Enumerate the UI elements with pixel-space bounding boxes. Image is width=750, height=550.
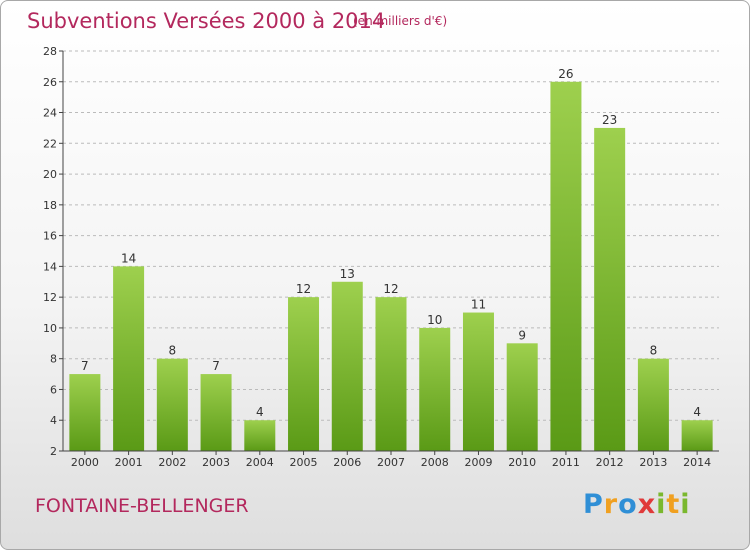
y-tick-label: 8 bbox=[50, 353, 57, 366]
x-tick-label: 2001 bbox=[115, 456, 143, 469]
data-label: 14 bbox=[121, 251, 136, 265]
data-label: 8 bbox=[650, 344, 658, 358]
bar bbox=[419, 327, 451, 451]
data-label: 4 bbox=[256, 405, 264, 419]
data-label: 10 bbox=[427, 313, 442, 327]
x-tick-label: 2009 bbox=[464, 456, 492, 469]
bar bbox=[200, 374, 232, 451]
y-tick-label: 18 bbox=[43, 199, 57, 212]
data-label: 13 bbox=[340, 267, 355, 281]
x-tick-label: 2004 bbox=[246, 456, 274, 469]
data-label: 8 bbox=[169, 344, 177, 358]
y-tick-label: 28 bbox=[43, 45, 57, 58]
bar bbox=[681, 420, 713, 451]
bar bbox=[113, 266, 145, 451]
x-tick-label: 2011 bbox=[552, 456, 580, 469]
y-tick-label: 14 bbox=[43, 260, 57, 273]
y-tick-label: 4 bbox=[50, 414, 57, 427]
x-tick-label: 2005 bbox=[290, 456, 318, 469]
data-label: 7 bbox=[212, 359, 220, 373]
bar bbox=[637, 358, 669, 451]
bar bbox=[550, 81, 582, 452]
bar bbox=[594, 127, 626, 451]
chart-unit: (en milliers d'€) bbox=[353, 14, 448, 28]
bar bbox=[156, 358, 188, 451]
bar bbox=[244, 420, 276, 451]
y-tick-label: 20 bbox=[43, 168, 57, 181]
data-label: 9 bbox=[518, 328, 526, 342]
data-label: 12 bbox=[296, 282, 311, 296]
x-tick-label: 2003 bbox=[202, 456, 230, 469]
x-tick-label: 2014 bbox=[683, 456, 711, 469]
data-label: 23 bbox=[602, 113, 617, 127]
chart-title: Subventions Versées 2000 à 2014 bbox=[27, 9, 386, 33]
x-tick-label: 2008 bbox=[421, 456, 449, 469]
y-tick-label: 12 bbox=[43, 291, 57, 304]
x-tick-label: 2002 bbox=[158, 456, 186, 469]
data-label: 12 bbox=[383, 282, 398, 296]
bar bbox=[288, 297, 320, 451]
y-tick-label: 24 bbox=[43, 107, 57, 120]
data-label: 4 bbox=[693, 405, 701, 419]
x-tick-label: 2000 bbox=[71, 456, 99, 469]
bar bbox=[375, 297, 407, 451]
data-label: 11 bbox=[471, 298, 486, 312]
y-tick-label: 22 bbox=[43, 137, 57, 150]
x-tick-label: 2010 bbox=[508, 456, 536, 469]
x-tick-label: 2012 bbox=[596, 456, 624, 469]
x-tick-label: 2013 bbox=[639, 456, 667, 469]
data-label: 7 bbox=[81, 359, 89, 373]
proxiti-logo[interactable]: Proxiti bbox=[583, 489, 691, 520]
y-tick-label: 10 bbox=[43, 322, 57, 335]
bar bbox=[506, 343, 538, 451]
bar bbox=[462, 312, 494, 451]
y-tick-label: 16 bbox=[43, 230, 57, 243]
y-tick-label: 26 bbox=[43, 76, 57, 89]
x-tick-label: 2006 bbox=[333, 456, 361, 469]
data-label: 26 bbox=[558, 67, 573, 81]
y-tick-label: 6 bbox=[50, 383, 57, 396]
bar bbox=[331, 281, 363, 451]
bars: 7 14 8 7 4 12 13 12 10 11 9 26 23 8 4 bbox=[69, 67, 713, 452]
commune-name: FONTAINE-BELLENGER bbox=[35, 495, 249, 517]
x-tick-label: 2007 bbox=[377, 456, 405, 469]
y-tick-label: 2 bbox=[50, 445, 57, 458]
bar bbox=[69, 374, 101, 451]
